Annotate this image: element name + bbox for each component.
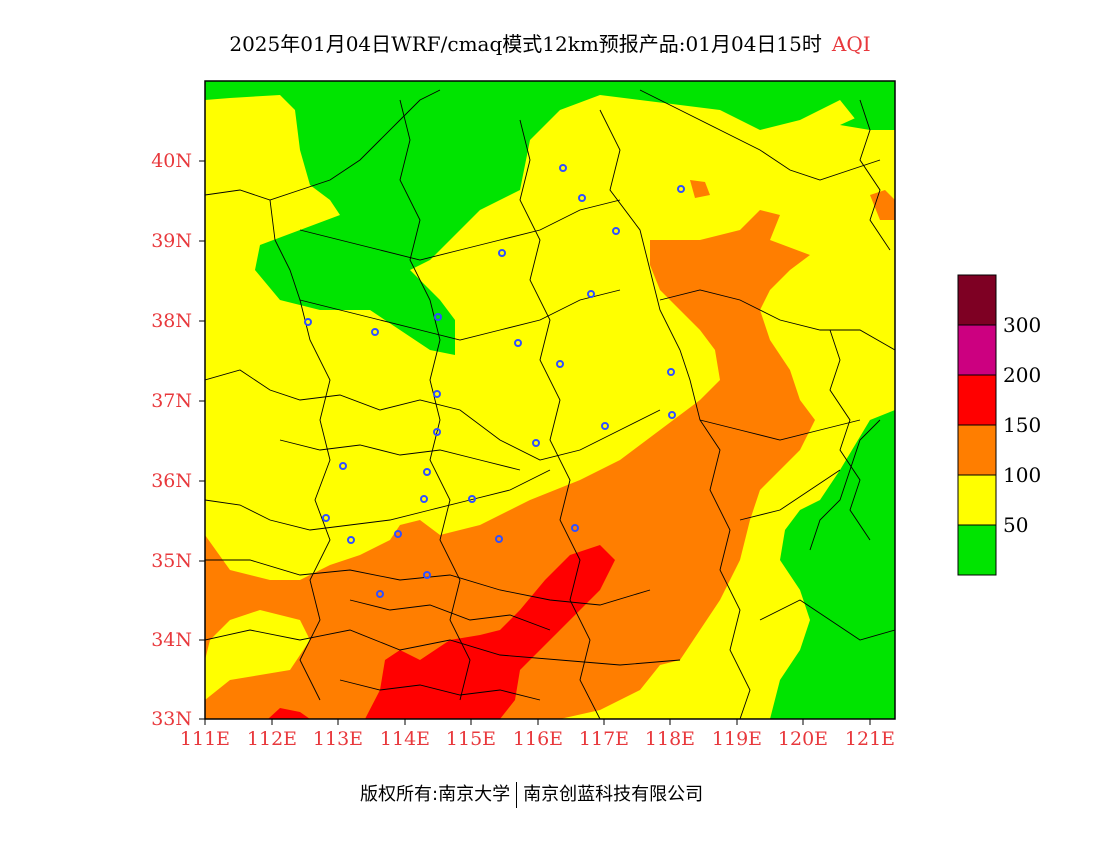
- x-tick-label: 120E: [777, 728, 829, 750]
- city-marker: [578, 194, 586, 202]
- city-marker: [423, 468, 431, 476]
- aqi-zone-150-200-west: [268, 708, 310, 719]
- city-marker: [495, 535, 503, 543]
- tick-marks: [199, 160, 871, 725]
- y-tick-label: 39N: [151, 230, 192, 252]
- copyright-footer: 版权所有:南京大学 南京创蓝科技有限公司: [360, 780, 703, 808]
- city-marker: [559, 164, 567, 172]
- title-variable: AQI: [831, 32, 871, 56]
- city-marker: [498, 249, 506, 257]
- x-tick-label: 119E: [711, 728, 763, 750]
- copyright-left: 版权所有:南京大学: [360, 784, 511, 805]
- y-tick-label: 38N: [151, 310, 192, 332]
- y-tick-label: 33N: [151, 708, 192, 730]
- city-marker: [668, 411, 676, 419]
- legend-swatch-hazardous: [957, 274, 997, 326]
- city-marker: [601, 422, 609, 430]
- city-marker: [371, 328, 379, 336]
- city-marker: [376, 590, 384, 598]
- aqi-zone-100-150-ne: [870, 190, 895, 220]
- x-tick-label: 111E: [179, 728, 231, 750]
- city-marker: [433, 390, 441, 398]
- y-tick-label: 36N: [151, 470, 192, 492]
- legend-swatch-very-unhealthy: [957, 324, 997, 376]
- copyright-right: 南京创蓝科技有限公司: [523, 784, 704, 805]
- city-marker: [468, 495, 476, 503]
- legend-label: 150: [1003, 413, 1042, 437]
- city-marker: [347, 536, 355, 544]
- city-marker: [667, 368, 675, 376]
- x-tick-label: 117E: [578, 728, 630, 750]
- legend-colorbar: [957, 274, 997, 576]
- aqi-field: [205, 81, 895, 719]
- x-tick-label: 121E: [844, 728, 896, 750]
- city-marker: [612, 227, 620, 235]
- legend-swatch-unhealthy-sensitive: [957, 424, 997, 476]
- aqi-zone-0-50-north: [205, 81, 895, 355]
- x-tick-label: 113E: [312, 728, 364, 750]
- legend-label: 50: [1003, 513, 1029, 537]
- city-marker: [532, 439, 540, 447]
- footer-divider: [516, 782, 518, 808]
- x-tick-label: 112E: [246, 728, 298, 750]
- legend-label: 200: [1003, 363, 1042, 387]
- y-tick-label: 40N: [151, 150, 192, 172]
- legend-swatch-good: [957, 524, 997, 576]
- aqi-zone-150-200: [365, 545, 615, 719]
- x-tick-label: 114E: [379, 728, 431, 750]
- map-title: 2025年01月04日WRF/cmaq模式12km预报产品:01月04日15时 A…: [0, 28, 1100, 57]
- city-marker: [394, 530, 402, 538]
- legend-label: 300: [1003, 313, 1042, 337]
- city-marker: [514, 339, 522, 347]
- city-marker: [434, 313, 442, 321]
- city-marker: [420, 495, 428, 503]
- legend-swatch-moderate: [957, 474, 997, 526]
- city-marker: [556, 360, 564, 368]
- title-text: 2025年01月04日WRF/cmaq模式12km预报产品:01月04日15时: [229, 32, 822, 56]
- city-markers: [304, 164, 685, 598]
- x-tick-label: 118E: [644, 728, 696, 750]
- aqi-zone-0-50-east: [770, 410, 895, 719]
- city-marker: [433, 428, 441, 436]
- aqi-zone-100-150-spot: [690, 180, 710, 198]
- city-marker: [571, 524, 579, 532]
- x-tick-label: 116E: [512, 728, 564, 750]
- y-tick-label: 34N: [151, 629, 192, 651]
- city-marker: [423, 571, 431, 579]
- aqi-zone-100-150: [205, 210, 815, 719]
- legend-label: 100: [1003, 463, 1042, 487]
- admin-boundaries: [205, 89, 895, 719]
- city-marker: [304, 318, 312, 326]
- y-tick-label: 37N: [151, 390, 192, 412]
- city-marker: [322, 514, 330, 522]
- y-tick-label: 35N: [151, 550, 192, 572]
- x-tick-label: 115E: [445, 728, 497, 750]
- city-marker: [339, 462, 347, 470]
- city-marker: [587, 290, 595, 298]
- plot-frame: [204, 80, 896, 720]
- aqi-zone-0-50-ne: [840, 100, 895, 130]
- city-marker: [677, 185, 685, 193]
- legend-swatch-unhealthy: [957, 374, 997, 426]
